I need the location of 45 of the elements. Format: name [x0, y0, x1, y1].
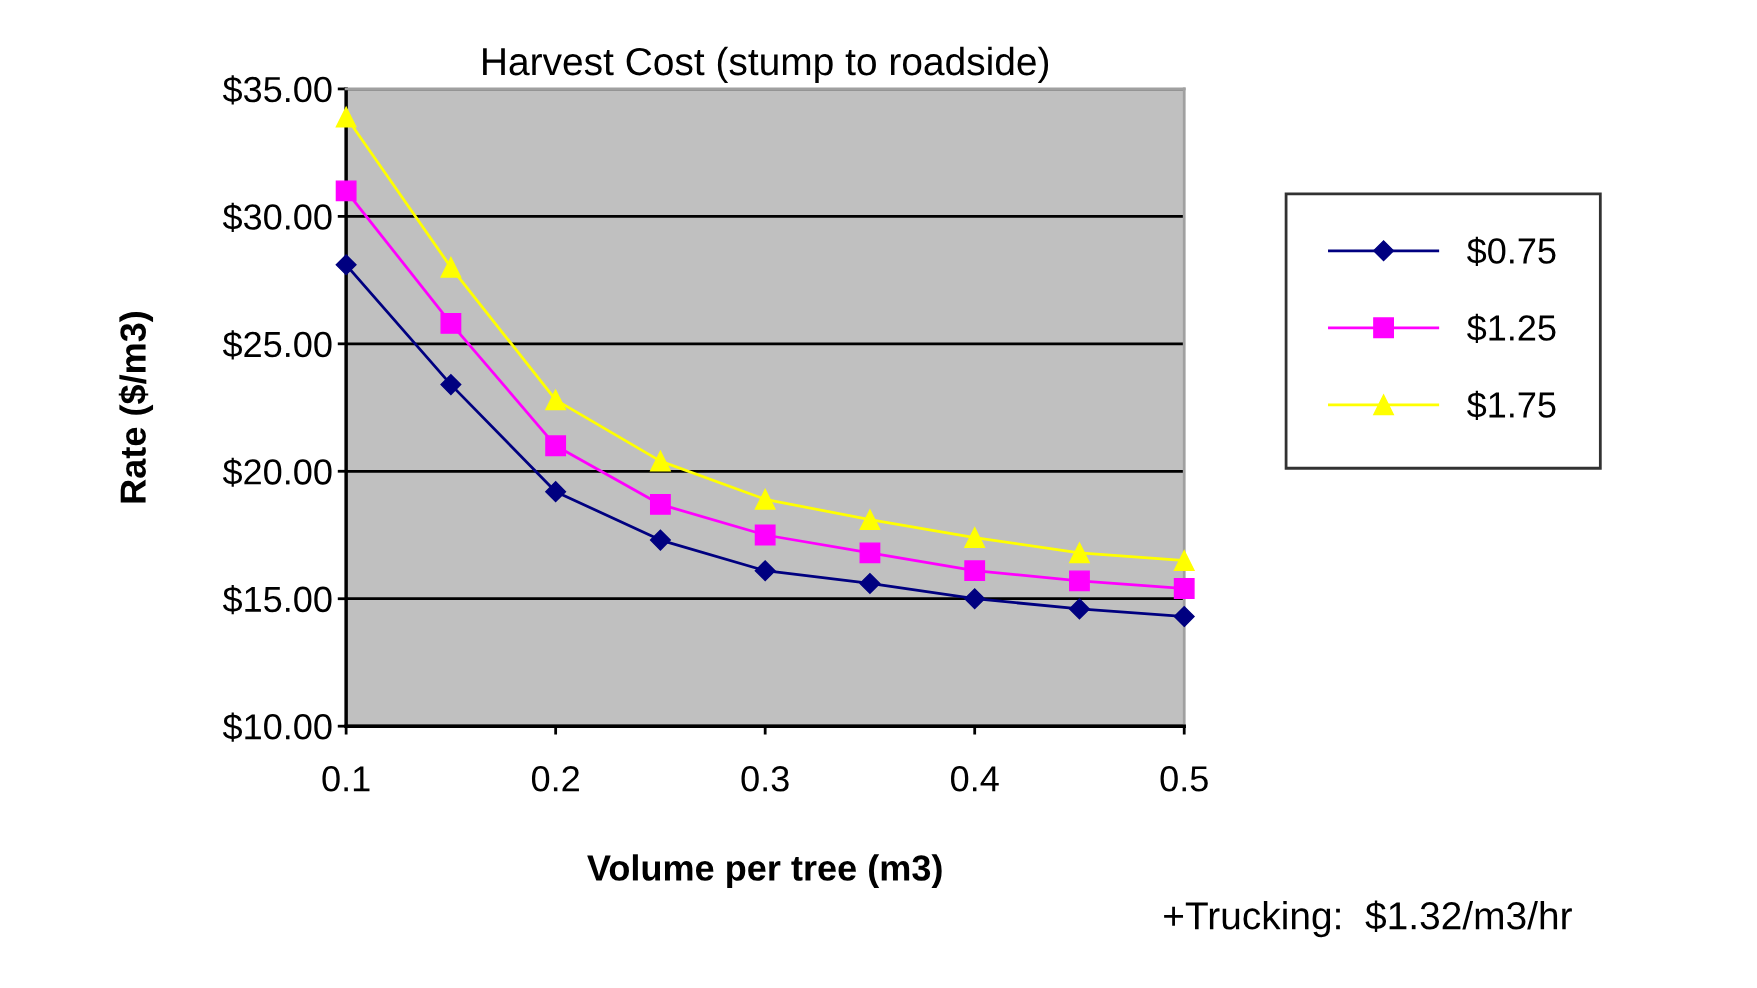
x-axis-title: Volume per tree (m3) [587, 854, 942, 888]
y-tick-label: $10.00 [222, 712, 332, 742]
point [335, 106, 357, 128]
point [545, 435, 567, 457]
point [964, 588, 986, 610]
point [1068, 598, 1090, 620]
point [1173, 578, 1195, 599]
point [649, 450, 671, 472]
x-tick-label: 0.4 [951, 766, 999, 792]
point [754, 488, 776, 510]
x-tick-label: 0.5 [1160, 766, 1208, 792]
point [964, 527, 986, 548]
point [440, 374, 462, 396]
point [545, 481, 567, 503]
point [859, 509, 881, 531]
legend-label: $0.75 [1467, 236, 1556, 266]
point [1069, 542, 1090, 564]
chart-title: Harvest Cost (stump to roadside) [483, 46, 1049, 84]
text: +Trucking: $1.32/m3/hr [1164, 900, 1572, 938]
point [649, 529, 671, 551]
point [1173, 550, 1195, 571]
y-tick-label: $15.00 [222, 585, 332, 615]
point [545, 389, 567, 411]
point [440, 313, 462, 334]
legend-label: $1.25 [1467, 313, 1556, 343]
y-tick-label: $30.00 [222, 202, 332, 232]
y-tick-label: $35.00 [222, 75, 332, 105]
point [335, 180, 357, 202]
point [754, 560, 776, 582]
point [1069, 570, 1090, 592]
y-axis-title: Rate ($/m3) [118, 312, 154, 503]
point [335, 254, 357, 276]
point [1173, 606, 1195, 628]
x-tick-label: 0.1 [322, 766, 370, 792]
x-tick-label: 0.3 [741, 766, 789, 792]
y-tick-label: $20.00 [222, 457, 332, 487]
point [859, 572, 881, 594]
point [440, 256, 462, 278]
point [649, 493, 671, 515]
y-tick-label: $25.00 [222, 330, 332, 360]
point [964, 560, 986, 582]
point [859, 542, 881, 564]
x-tick-label: 0.2 [531, 766, 579, 792]
legend-label: $1.75 [1467, 390, 1556, 420]
point [754, 524, 776, 546]
